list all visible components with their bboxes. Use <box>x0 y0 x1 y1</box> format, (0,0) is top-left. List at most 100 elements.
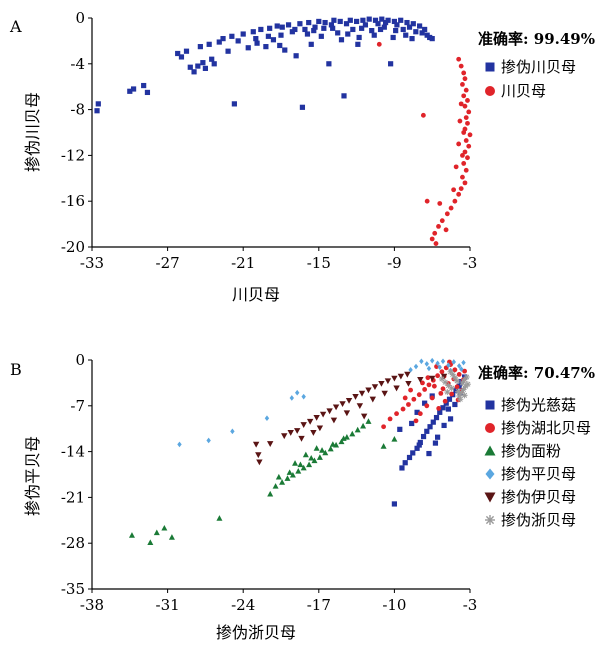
data-point <box>461 161 467 166</box>
data-point <box>463 115 469 121</box>
y-axis-label: 掺伪平贝母 <box>23 436 42 516</box>
data-point <box>365 387 372 394</box>
data-point <box>413 363 419 370</box>
data-point <box>404 371 411 378</box>
data-point <box>328 22 334 28</box>
data-point <box>405 380 412 387</box>
data-point <box>376 41 382 47</box>
data-point <box>175 50 181 57</box>
x-tick-label: -27 <box>156 254 180 272</box>
data-point <box>417 439 423 446</box>
data-point <box>355 41 361 47</box>
x-tick-label: -24 <box>231 596 255 614</box>
data-point <box>437 364 442 370</box>
legend-label: 掺伪川贝母 <box>501 58 576 76</box>
data-point <box>281 433 288 440</box>
data-point <box>466 109 472 115</box>
data-point <box>352 394 359 400</box>
legend-marker <box>484 445 496 456</box>
y-tick-label: -8 <box>70 101 85 119</box>
data-point <box>316 18 322 25</box>
data-point <box>265 33 271 39</box>
data-point <box>461 93 467 99</box>
data-point <box>130 86 137 92</box>
data-point <box>429 375 436 382</box>
data-point <box>356 403 364 409</box>
data-point <box>429 36 435 42</box>
data-point <box>354 426 361 433</box>
data-point <box>426 450 432 457</box>
data-point <box>453 387 459 393</box>
data-point <box>275 473 282 480</box>
data-point <box>347 17 353 23</box>
data-point <box>436 223 441 229</box>
data-point <box>360 422 367 429</box>
accuracy-label: 准确率: 70.47% <box>478 364 595 382</box>
data-point <box>458 186 464 192</box>
data-point <box>365 418 372 424</box>
panel-letter: A <box>9 17 22 36</box>
data-point <box>399 465 405 471</box>
data-point <box>438 375 445 382</box>
data-point <box>419 30 425 36</box>
data-point <box>258 26 264 33</box>
legend-marker <box>484 492 496 503</box>
data-point <box>463 374 470 381</box>
data-point <box>451 359 456 365</box>
data-point <box>329 441 336 447</box>
data-point <box>457 363 462 369</box>
data-point <box>225 48 231 54</box>
legend-marker <box>485 515 495 525</box>
data-point <box>425 375 431 381</box>
y-tick-label: -12 <box>61 146 85 164</box>
data-point <box>343 410 351 417</box>
data-point <box>195 63 201 69</box>
data-point <box>256 459 263 466</box>
data-point <box>452 367 458 373</box>
data-point <box>340 435 347 441</box>
data-point <box>454 384 460 390</box>
data-point <box>311 457 318 464</box>
y-tick-label: -14 <box>61 443 85 461</box>
data-point <box>462 149 468 155</box>
data-point <box>417 377 424 383</box>
data-point <box>414 409 420 415</box>
data-point <box>391 435 398 442</box>
data-point <box>429 236 435 242</box>
data-point <box>440 386 446 392</box>
data-point <box>402 395 408 401</box>
data-point <box>191 69 197 75</box>
data-point <box>321 25 327 31</box>
data-point <box>420 380 425 386</box>
data-point <box>341 93 347 99</box>
series-1 <box>376 41 473 246</box>
data-point <box>358 390 366 397</box>
data-point <box>459 366 464 372</box>
data-point <box>127 88 133 94</box>
data-point <box>295 468 302 474</box>
data-point <box>393 385 400 392</box>
data-point <box>267 490 274 497</box>
data-point <box>153 529 160 536</box>
data-point <box>446 362 451 369</box>
data-point <box>465 155 470 161</box>
data-point <box>270 37 277 43</box>
data-point <box>369 27 375 34</box>
data-point <box>416 442 422 448</box>
data-point <box>452 198 458 204</box>
data-point <box>440 358 446 365</box>
data-point <box>460 386 467 393</box>
data-point <box>216 39 222 45</box>
data-point <box>456 141 462 147</box>
data-point <box>391 501 397 507</box>
data-point <box>384 378 392 385</box>
data-point <box>381 24 387 30</box>
data-point <box>432 230 438 236</box>
data-point <box>229 33 235 39</box>
data-point <box>299 104 306 110</box>
legend-entry: 掺伪平贝母 <box>485 465 576 483</box>
data-point <box>391 375 398 382</box>
data-point <box>335 30 341 36</box>
legend-marker <box>485 400 495 410</box>
data-point <box>326 408 333 415</box>
